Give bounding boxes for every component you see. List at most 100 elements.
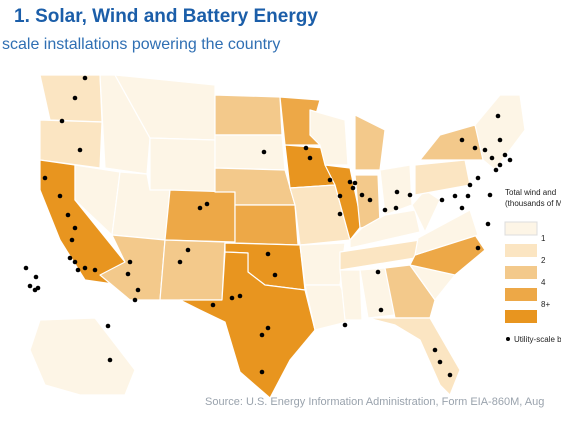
plant-dot: [132, 297, 138, 303]
plant-dot: [125, 271, 131, 277]
state: [299, 242, 346, 286]
plant-dot: [327, 177, 333, 183]
plant-dot: [185, 247, 191, 253]
plant-dot: [432, 347, 438, 353]
state: [159, 239, 226, 301]
legend-swatch: [504, 221, 538, 236]
plant-dot: [350, 185, 356, 191]
state: [419, 124, 486, 161]
legend-swatch: [505, 288, 537, 301]
state: [29, 317, 136, 396]
plant-dot: [237, 293, 243, 299]
plant-dot: [495, 113, 501, 119]
state: [99, 74, 151, 175]
source: Source: U.S. Energy Information Administ…: [205, 396, 544, 408]
plant-dot: [485, 221, 491, 227]
plant-dot: [82, 265, 88, 271]
plant-dot: [352, 180, 358, 186]
plant-dot: [459, 205, 465, 211]
legend: Total wind and (thousands of M 1 2 4 8+ …: [504, 188, 561, 344]
plant-dot: [23, 265, 29, 271]
plant-dot: [65, 212, 71, 218]
state: [179, 251, 316, 399]
legend-title: Total wind and: [505, 188, 556, 197]
plant-dot: [407, 192, 413, 198]
state: [39, 74, 103, 123]
state: [339, 269, 363, 321]
plant-dot: [437, 359, 443, 365]
plant-dot: [42, 175, 48, 181]
plant-dot: [75, 267, 81, 273]
plant-dot: [502, 152, 508, 158]
plant-dot: [452, 193, 458, 199]
title: 1. Solar, Wind and Battery Energy: [14, 6, 318, 27]
legend-dot: [506, 337, 510, 341]
state: [354, 114, 386, 171]
state: [474, 94, 526, 171]
plant-dot: [229, 295, 235, 301]
plant-dot: [482, 147, 488, 153]
state: [234, 204, 299, 246]
plant-dot: [261, 149, 267, 155]
state: [214, 134, 286, 171]
plant-dot: [69, 237, 75, 243]
plant-dot: [337, 193, 343, 199]
plant-dot: [467, 182, 473, 188]
legend-label: Utility-scale b: [514, 335, 561, 344]
plant-dot: [135, 287, 141, 293]
plant-dot: [382, 207, 388, 213]
plant-dot: [127, 259, 133, 265]
plant-dot: [475, 245, 481, 251]
plant-dot: [475, 175, 481, 181]
plant-dot: [447, 372, 453, 378]
plant-dot: [197, 205, 203, 211]
plant-dot: [107, 357, 113, 363]
state: [39, 119, 103, 169]
plant-dot: [347, 179, 353, 185]
plant-dot: [489, 155, 495, 161]
plant-dot: [394, 189, 400, 195]
us-map: [29, 74, 526, 399]
plant-dot: [497, 137, 503, 143]
legend-label: 8+: [541, 300, 550, 309]
plant-dot: [472, 145, 478, 151]
plant-dot: [265, 325, 271, 331]
plant-dot: [259, 332, 265, 338]
plant-dot: [204, 201, 210, 207]
plant-dot: [393, 205, 399, 211]
state: [414, 159, 471, 196]
state: [414, 209, 479, 256]
plant-dot: [77, 147, 83, 153]
plant-dot: [307, 155, 313, 161]
subtitle: scale installations powering the country: [2, 36, 280, 53]
state: [367, 317, 461, 396]
plant-dot: [210, 302, 216, 308]
legend-label: 4: [541, 278, 546, 287]
plant-dot: [27, 283, 33, 289]
legend-label: 2: [541, 256, 546, 265]
plant-dot: [272, 272, 278, 278]
legend-swatch: [505, 310, 537, 323]
legend-swatch: [505, 244, 537, 257]
state: [384, 264, 436, 319]
plant-dot: [359, 192, 365, 198]
plant-dot: [507, 157, 513, 163]
plant-dot: [375, 269, 381, 275]
plant-dot: [459, 137, 465, 143]
plant-dot: [303, 145, 309, 151]
plant-dot: [32, 287, 38, 293]
plant-dot: [67, 255, 73, 261]
plant-dot: [342, 322, 348, 328]
plant-dots: [23, 75, 513, 378]
plant-dot: [59, 118, 65, 124]
plant-dot: [92, 267, 98, 273]
plant-dot: [72, 225, 78, 231]
legend-label: 1: [541, 234, 546, 243]
plant-dot: [177, 259, 183, 265]
plant-dot: [497, 162, 503, 168]
legend-swatch: [505, 266, 537, 279]
state: [214, 94, 283, 136]
plant-dot: [72, 259, 78, 265]
plant-dot: [493, 167, 499, 173]
